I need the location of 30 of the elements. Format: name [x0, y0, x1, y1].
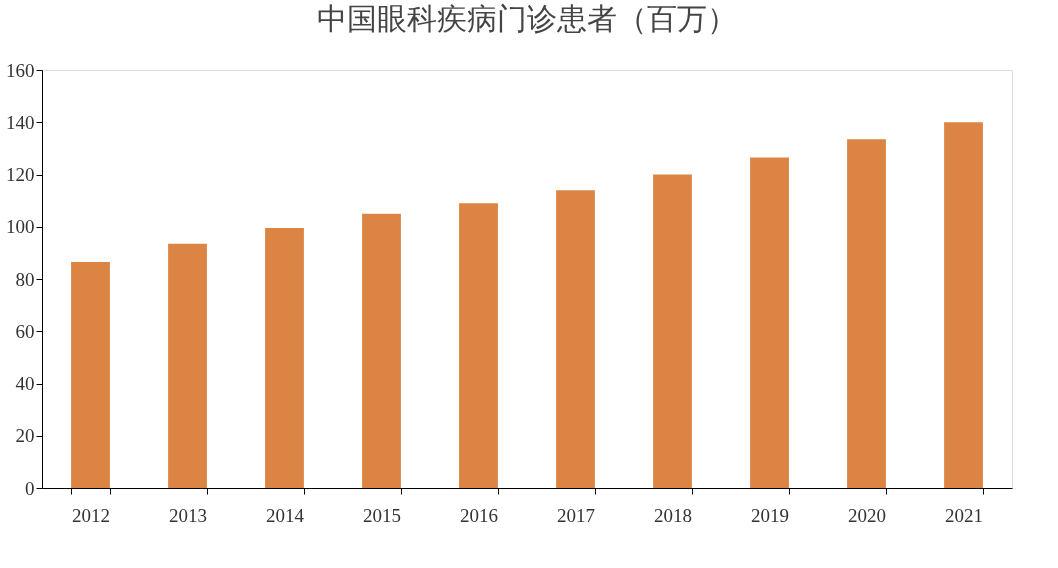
y-tick-label: 60	[15, 320, 35, 342]
y-tick-label: 20	[15, 425, 35, 447]
x-tick-label: 2021	[945, 504, 983, 526]
y-tick-label: 160	[6, 59, 35, 81]
x-tick-label: 2014	[266, 504, 305, 526]
bar	[653, 174, 692, 488]
y-tick-label: 120	[6, 164, 35, 185]
bar	[459, 203, 498, 488]
bar	[362, 213, 401, 488]
bar	[168, 243, 207, 488]
x-tick-label: 2020	[848, 504, 886, 526]
bar	[750, 157, 789, 488]
x-tick-label: 2019	[751, 504, 789, 526]
bar	[847, 139, 886, 488]
y-tick-label: 100	[6, 216, 35, 238]
y-tick-label: 140	[6, 111, 35, 133]
bar	[944, 122, 983, 488]
y-tick-label: 0	[25, 477, 35, 499]
x-tick-label: 2013	[169, 504, 207, 526]
x-tick-label: 2017	[557, 504, 595, 526]
x-tick-label: 2012	[72, 504, 110, 526]
bar	[71, 262, 110, 488]
y-tick-label: 40	[15, 373, 35, 394]
y-tick-label: 80	[15, 268, 35, 290]
bar	[265, 228, 304, 488]
x-tick-label: 2016	[460, 504, 498, 526]
x-tick-label: 2018	[654, 504, 692, 526]
chart-title: 中国眼科疾病门诊患者（百万）	[317, 1, 737, 36]
bar	[556, 190, 595, 488]
x-tick-label: 2015	[363, 504, 401, 526]
